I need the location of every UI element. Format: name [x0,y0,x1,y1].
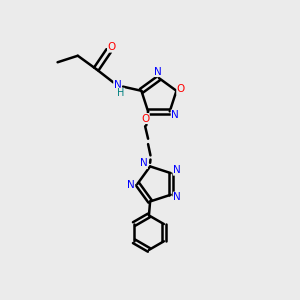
Text: O: O [141,113,149,124]
Text: N: N [114,80,122,91]
Text: N: N [171,110,179,120]
Text: N: N [154,67,162,76]
Text: O: O [107,42,116,52]
Text: H: H [117,88,124,98]
Text: N: N [173,165,181,175]
Text: O: O [177,84,185,94]
Text: N: N [173,192,181,202]
Text: N: N [127,180,135,190]
Text: N: N [140,158,148,168]
